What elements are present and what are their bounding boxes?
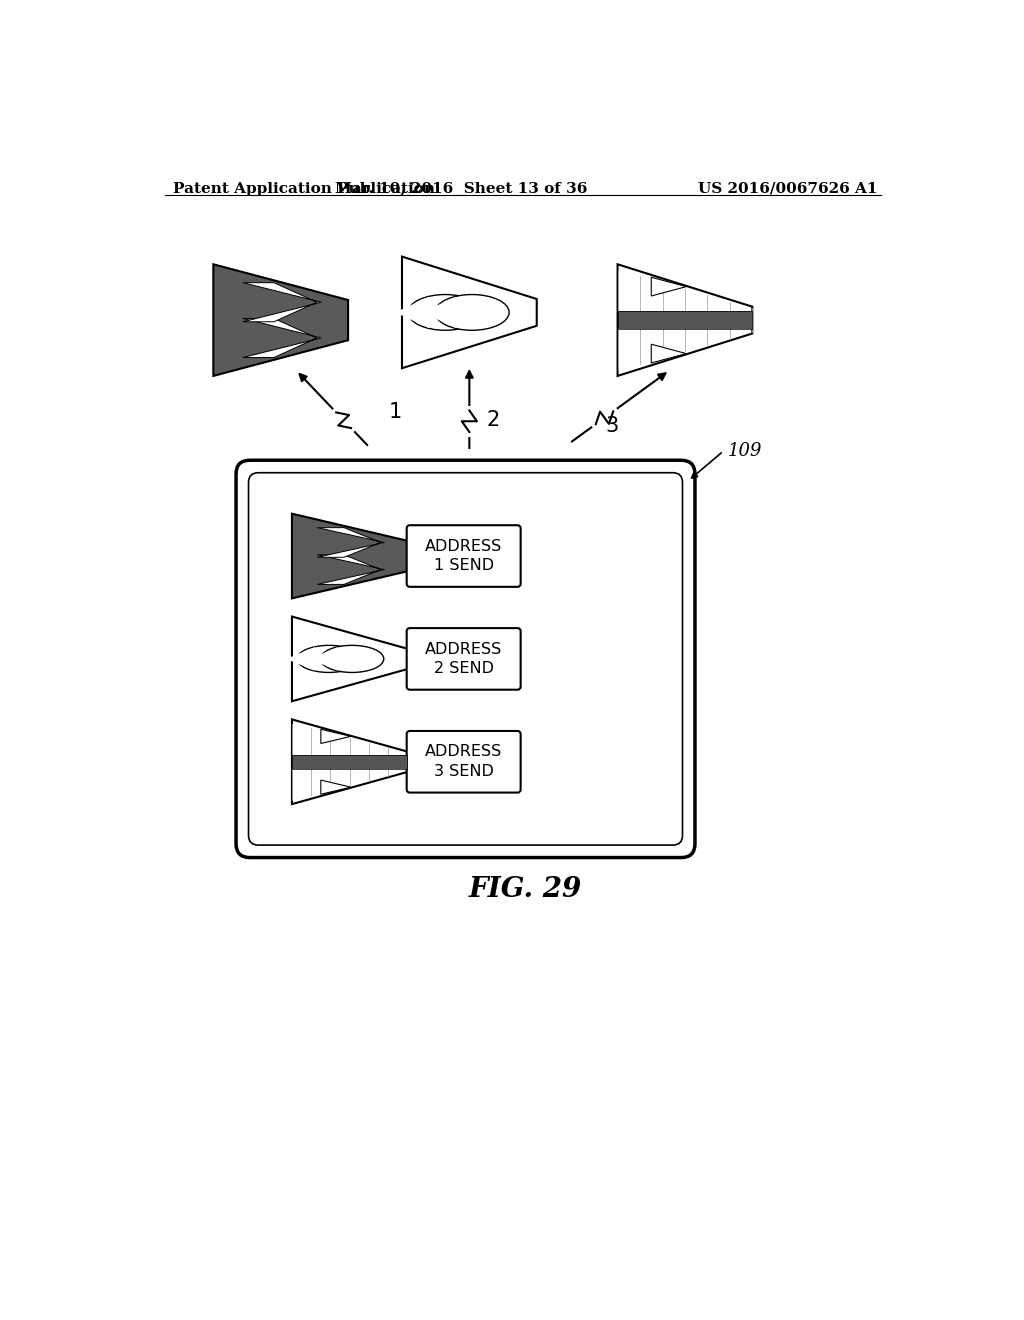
Ellipse shape [297,645,360,672]
Polygon shape [243,282,322,322]
Polygon shape [395,297,429,329]
Text: 2: 2 [486,411,500,430]
Text: 3: 3 [605,416,618,437]
Text: ADDRESS
1 SEND: ADDRESS 1 SEND [425,539,503,573]
Polygon shape [292,719,408,804]
Polygon shape [213,264,348,376]
Polygon shape [292,616,408,701]
Polygon shape [402,256,537,368]
Text: Mar. 10, 2016  Sheet 13 of 36: Mar. 10, 2016 Sheet 13 of 36 [336,182,588,195]
FancyBboxPatch shape [237,461,695,858]
Polygon shape [292,755,408,768]
Polygon shape [651,345,686,363]
FancyBboxPatch shape [407,628,520,689]
Text: ADDRESS
2 SEND: ADDRESS 2 SEND [425,642,503,676]
FancyBboxPatch shape [407,525,520,587]
Text: FIG. 29: FIG. 29 [468,876,582,903]
Polygon shape [321,780,351,795]
Text: 1: 1 [388,403,401,422]
Polygon shape [321,729,351,743]
Polygon shape [317,528,384,557]
FancyBboxPatch shape [249,473,683,845]
Text: 109: 109 [727,442,762,459]
Polygon shape [422,297,456,329]
Polygon shape [286,647,315,671]
FancyBboxPatch shape [407,731,520,792]
Polygon shape [651,277,686,296]
Polygon shape [617,312,753,329]
Polygon shape [292,513,408,598]
Text: ADDRESS
3 SEND: ADDRESS 3 SEND [425,744,503,779]
Text: Patent Application Publication: Patent Application Publication [173,182,435,195]
Ellipse shape [321,645,384,672]
Ellipse shape [408,294,482,330]
Ellipse shape [435,294,509,330]
Text: US 2016/0067626 A1: US 2016/0067626 A1 [698,182,878,195]
Polygon shape [243,318,322,358]
Polygon shape [309,647,338,671]
Polygon shape [317,554,384,585]
Polygon shape [617,264,753,376]
